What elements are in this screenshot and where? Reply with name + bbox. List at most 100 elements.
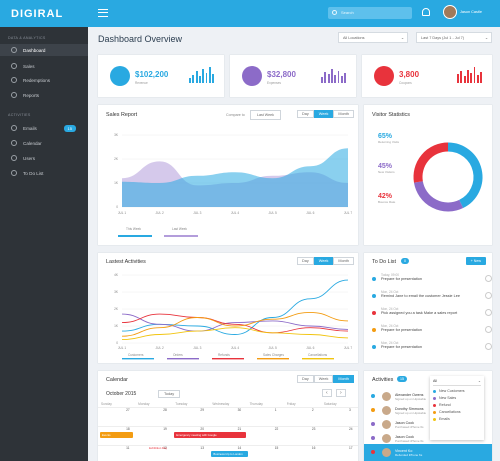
calendar-event[interactable]: Emergency meeting with Google bbox=[174, 432, 247, 438]
calendar-row-divider bbox=[98, 426, 358, 427]
calendar-event[interactable]: Exhibition Day bbox=[149, 446, 168, 450]
stat-label: New Visitors bbox=[378, 170, 395, 174]
sidebar-item-todo[interactable]: To Do List bbox=[0, 167, 88, 179]
activity-filter-dropdown[interactable]: All ⌄ New Customers New Sales Refund Cancell… bbox=[430, 376, 484, 440]
mini-bar bbox=[212, 74, 214, 83]
sidebar-item-reports[interactable]: Reports bbox=[0, 89, 88, 101]
search-input[interactable]: Search bbox=[341, 10, 354, 15]
date-range-select[interactable]: Last 7 Days (Jul 1 - Jul 7) ⌄ bbox=[416, 32, 492, 43]
tab-day[interactable]: Day bbox=[297, 375, 314, 383]
day-number[interactable]: 11 bbox=[126, 446, 130, 450]
legend-label: Orders bbox=[173, 353, 183, 357]
compare-select[interactable]: Last Week bbox=[250, 110, 281, 120]
todo-item[interactable]: Mon, 24 Oct Prepare for presentation bbox=[372, 341, 492, 350]
todo-checkbox[interactable] bbox=[485, 292, 492, 299]
day-number[interactable]: 17 bbox=[349, 446, 353, 450]
day-number[interactable]: 12 bbox=[163, 446, 167, 450]
user-name[interactable]: Jason Castle bbox=[460, 10, 482, 14]
activity-item[interactable]: Alexander Owens Signed up on Hipstable bbox=[364, 388, 492, 405]
filter-option[interactable]: Cancellations bbox=[433, 410, 481, 414]
today-button[interactable]: Today bbox=[158, 390, 181, 398]
next-month-icon[interactable]: › bbox=[336, 389, 346, 397]
filter-option[interactable]: New Customers bbox=[433, 389, 481, 393]
activity-item[interactable]: Jason Cook Purchased iPhone 6s bbox=[364, 430, 492, 447]
calendar-event[interactable]: Business trip to London bbox=[211, 451, 249, 457]
new-todo-button[interactable]: + New bbox=[465, 257, 486, 265]
day-number[interactable]: 20 bbox=[200, 427, 204, 431]
mini-bar-chart bbox=[189, 67, 214, 83]
day-number[interactable]: 2 bbox=[311, 408, 314, 412]
todo-checkbox[interactable] bbox=[485, 326, 492, 333]
sales-period-tabs: Day Week Month bbox=[297, 110, 354, 118]
sidebar-item-sales[interactable]: Sales bbox=[0, 60, 88, 72]
x-tick-label: JUL 7 bbox=[344, 211, 352, 215]
filter-label: Cancellations bbox=[439, 410, 461, 414]
calendar-event[interactable]: Events bbox=[100, 432, 133, 438]
x-tick-label: JUL 5 bbox=[269, 211, 277, 215]
day-number[interactable]: 15 bbox=[274, 446, 279, 450]
tab-month[interactable]: Month bbox=[333, 257, 354, 265]
activity-item[interactable]: Jason Cook Purchased iPhone 6s bbox=[364, 416, 492, 433]
activity-dot bbox=[371, 422, 375, 426]
day-number[interactable]: 14 bbox=[237, 446, 242, 450]
activity-item[interactable]: Vincent Ko Refunded iPhone 6s bbox=[364, 444, 492, 461]
day-number[interactable]: 23 bbox=[311, 427, 316, 431]
todo-checkbox[interactable] bbox=[485, 275, 492, 282]
day-number[interactable]: 30 bbox=[237, 408, 242, 412]
tab-day[interactable]: Day bbox=[297, 110, 314, 118]
day-number[interactable]: 28 bbox=[163, 408, 167, 412]
day-number[interactable]: 22 bbox=[274, 427, 279, 431]
sidebar-item-dashboard[interactable]: Dashboard bbox=[0, 44, 88, 56]
day-number[interactable]: 13 bbox=[200, 446, 204, 450]
search-box[interactable]: Search bbox=[328, 7, 412, 19]
tab-week[interactable]: Week bbox=[313, 375, 334, 383]
filter-option[interactable]: Refund bbox=[433, 403, 481, 407]
todo-item[interactable]: Mon, 24 Oct Remind Jane to email the cust… bbox=[372, 290, 492, 299]
todo-item[interactable]: Today, 09:00 Prepare for presentation bbox=[372, 273, 492, 282]
sidebar-item-users[interactable]: Users bbox=[0, 152, 88, 164]
activity-item[interactable]: Dorothy Simmons Signed up on Hipstable bbox=[364, 402, 492, 419]
menu-icon[interactable] bbox=[98, 9, 108, 17]
dashboard-icon bbox=[11, 47, 17, 53]
tab-week[interactable]: Week bbox=[313, 257, 334, 265]
y-tick-label: 3K bbox=[114, 133, 119, 137]
day-number[interactable]: 19 bbox=[163, 427, 167, 431]
todo-dot bbox=[372, 328, 376, 332]
y-tick-label: 3K bbox=[114, 290, 119, 294]
day-number[interactable]: 29 bbox=[200, 408, 204, 412]
filter-option[interactable]: New Sales bbox=[433, 396, 481, 400]
series-area bbox=[122, 148, 348, 207]
notification-icon[interactable] bbox=[422, 8, 430, 16]
avatar[interactable] bbox=[443, 5, 457, 19]
day-number[interactable]: 16 bbox=[311, 446, 316, 450]
todo-item[interactable]: Mon, 24 Oct Prepare for presentation bbox=[372, 324, 492, 333]
sidebar-item-label: Dashboard bbox=[23, 47, 46, 53]
day-number[interactable]: 1 bbox=[274, 408, 277, 412]
tab-week[interactable]: Week bbox=[313, 110, 334, 118]
day-number[interactable]: 3 bbox=[349, 408, 351, 412]
tab-month[interactable]: Month bbox=[333, 110, 354, 118]
prev-month-icon[interactable]: ‹ bbox=[322, 389, 332, 397]
day-number[interactable]: 18 bbox=[126, 427, 130, 431]
todo-item[interactable]: Mon, 24 Oct Pick assigned you a task Make… bbox=[372, 307, 492, 316]
filter-option[interactable]: Emails bbox=[433, 417, 481, 421]
day-number[interactable]: 21 bbox=[237, 427, 242, 431]
day-number[interactable]: 24 bbox=[349, 427, 353, 431]
day-number[interactable]: 27 bbox=[126, 408, 130, 412]
todo-text: Pick assigned you a task Make a sales re… bbox=[381, 311, 458, 315]
tab-month[interactable]: Month bbox=[333, 375, 354, 383]
todo-checkbox[interactable] bbox=[485, 343, 492, 350]
sidebar-item-redemptions[interactable]: Redemptions bbox=[0, 74, 88, 86]
filter-label: Refund bbox=[439, 403, 451, 407]
calendar-view-tabs: Day Week Month bbox=[297, 375, 354, 383]
todo-checkbox[interactable] bbox=[485, 309, 492, 316]
compare-label: Compare to bbox=[226, 113, 245, 117]
filter-selected[interactable]: All ⌄ bbox=[433, 379, 481, 386]
donut-slice bbox=[413, 180, 464, 212]
tab-day[interactable]: Day bbox=[297, 257, 314, 265]
sidebar-item-calendar[interactable]: Calendar bbox=[0, 137, 88, 149]
sidebar-section-activities: ACTIVITIES bbox=[8, 113, 31, 117]
sidebar-item-emails[interactable]: Emails 15 bbox=[0, 122, 88, 134]
location-select[interactable]: All Locations ⌄ bbox=[338, 32, 408, 43]
sidebar: DATA & ANALYTICS Dashboard Sales Redempt… bbox=[0, 27, 88, 461]
